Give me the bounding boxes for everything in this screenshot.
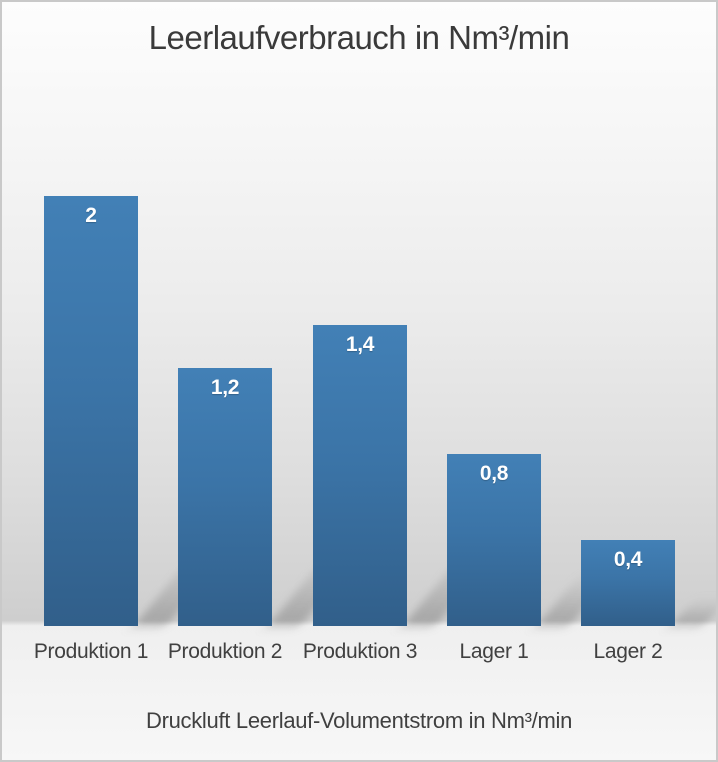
bar-shadow <box>671 598 716 626</box>
category-label: Lager 2 <box>593 640 663 663</box>
bar: 2 <box>44 196 138 626</box>
category-label: Produktion 2 <box>167 640 283 663</box>
bar: 0,4 <box>581 540 675 626</box>
bar: 0,8 <box>447 454 541 626</box>
category-label: Lager 1 <box>459 640 529 663</box>
bar-value-label: 0,4 <box>613 548 643 571</box>
bar-value-label: 1,2 <box>210 376 240 399</box>
bar: 1,4 <box>313 325 407 626</box>
bar-value-label: 1,4 <box>345 333 375 356</box>
chart-title: Leerlaufverbrauch in Nm³/min <box>148 19 570 56</box>
bar: 1,2 <box>178 368 272 626</box>
category-label: Produktion 3 <box>302 640 418 663</box>
x-axis-title: Druckluft Leerlauf-Volumentstrom in Nm³/… <box>145 708 572 733</box>
bar-value-label: 2 <box>85 204 97 227</box>
category-label: Produktion 1 <box>33 640 149 663</box>
bar-value-label: 0,8 <box>479 462 509 485</box>
